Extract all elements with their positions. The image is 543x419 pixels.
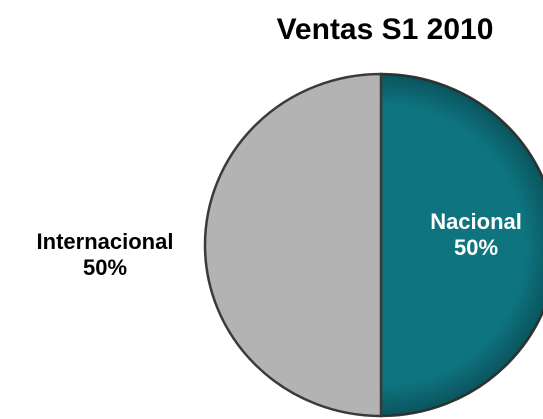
pie-slice [203, 72, 383, 418]
slice-label: Internacional [37, 229, 174, 254]
slice-value-label: 50% [454, 235, 498, 260]
slice-value-label: 50% [83, 255, 127, 280]
chart-title: Ventas S1 2010 [277, 13, 494, 46]
slice-label: Nacional [430, 209, 522, 234]
